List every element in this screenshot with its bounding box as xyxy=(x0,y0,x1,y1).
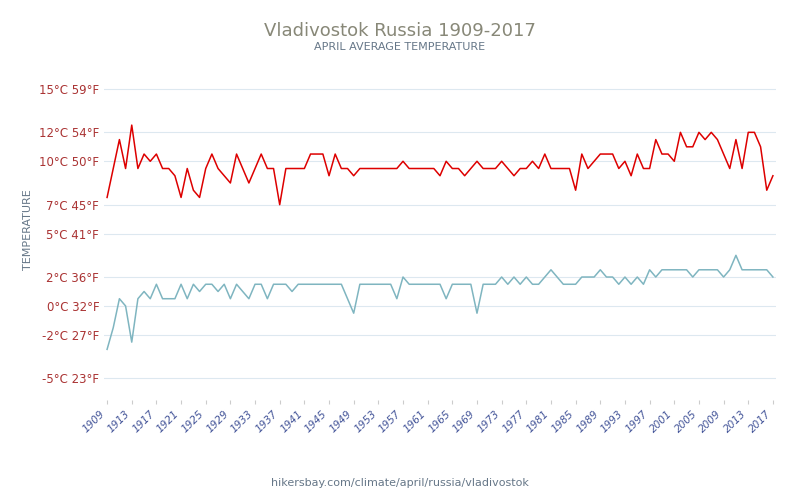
Text: Vladivostok Russia 1909-2017: Vladivostok Russia 1909-2017 xyxy=(264,22,536,40)
Text: hikersbay.com/climate/april/russia/vladivostok: hikersbay.com/climate/april/russia/vladi… xyxy=(271,478,529,488)
Text: APRIL AVERAGE TEMPERATURE: APRIL AVERAGE TEMPERATURE xyxy=(314,42,486,52)
Y-axis label: TEMPERATURE: TEMPERATURE xyxy=(23,190,34,270)
